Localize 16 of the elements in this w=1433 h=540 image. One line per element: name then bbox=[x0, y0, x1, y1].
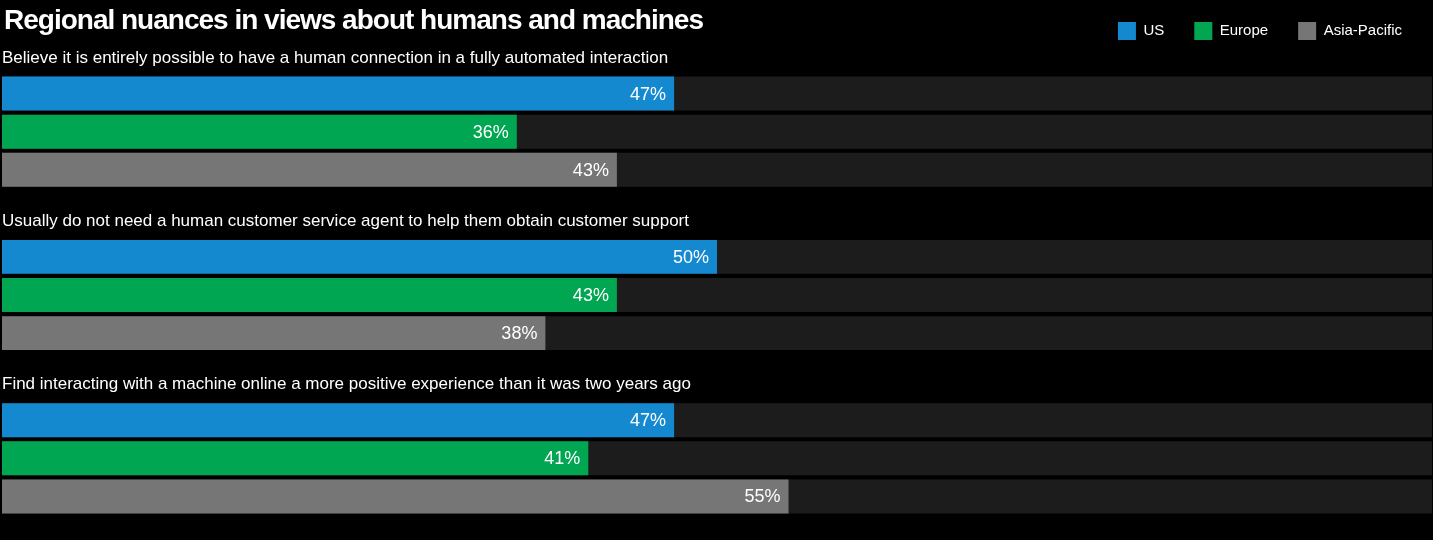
data-label: 47% bbox=[630, 83, 667, 104]
chart-title: Regional nuances in views about humans and machines bbox=[4, 4, 703, 36]
data-label: 43% bbox=[572, 159, 609, 180]
legend-label: US bbox=[1143, 21, 1165, 39]
y-tick-label: Usually do not need a human customer service agent to help them obtain customer support bbox=[2, 210, 690, 230]
data-label: 50% bbox=[672, 246, 709, 267]
data-label: 43% bbox=[572, 284, 609, 305]
data-label: 47% bbox=[630, 410, 667, 431]
data-label: 38% bbox=[501, 323, 538, 344]
data-label: 55% bbox=[744, 486, 781, 507]
data-label: 36% bbox=[472, 121, 509, 142]
data-label: 41% bbox=[544, 448, 581, 469]
legend-label: Asia-Pacific bbox=[1323, 21, 1403, 39]
legend-label: Europe bbox=[1219, 21, 1269, 39]
y-tick-label: Believe it is entirely possible to have a human connection in a fully automated interaction bbox=[2, 47, 669, 67]
y-tick-label: Find interacting with a machine online a more positive experience than it was two years ago bbox=[2, 374, 691, 394]
